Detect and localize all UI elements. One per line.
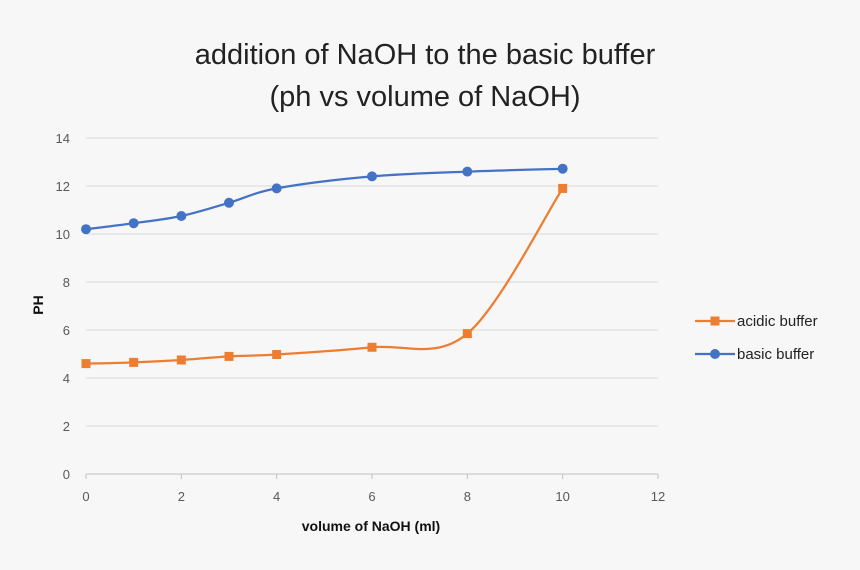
data-point xyxy=(557,163,568,174)
data-point xyxy=(272,349,282,359)
y-tick-label: 0 xyxy=(63,467,70,482)
data-point xyxy=(176,211,187,221)
x-tick-label: 12 xyxy=(651,489,665,504)
series-line-basic-buffer xyxy=(84,167,564,231)
chart-title-line-2: (ph vs volume of NaOH) xyxy=(269,81,580,113)
legend-item-basic-buffer: basic buffer xyxy=(695,346,814,363)
legend-label: acidic buffer xyxy=(737,313,818,330)
data-point xyxy=(81,224,91,235)
y-axis-title: PH xyxy=(30,295,46,314)
data-point xyxy=(224,197,234,208)
data-point xyxy=(558,183,568,193)
legend-label: basic buffer xyxy=(737,346,814,363)
series-line-acidic-buffer xyxy=(84,187,564,365)
legend-marker xyxy=(710,316,720,326)
data-point xyxy=(128,218,139,229)
series-basic-buffer xyxy=(81,163,568,235)
data-point xyxy=(462,166,473,177)
x-tick-label: 4 xyxy=(273,489,280,504)
chart-title-line-1: addition of NaOH to the basic buffer xyxy=(195,39,656,71)
x-tick-label: 0 xyxy=(82,489,89,504)
y-tick-label: 4 xyxy=(63,371,70,386)
y-tick-label: 12 xyxy=(56,179,70,194)
x-tick-label: 2 xyxy=(178,489,185,504)
y-tick-label: 8 xyxy=(63,275,70,290)
x-tick-label: 10 xyxy=(555,489,569,504)
y-tick-label: 14 xyxy=(56,131,70,146)
series-layer xyxy=(81,163,568,369)
data-point xyxy=(176,355,186,365)
data-point xyxy=(271,183,282,194)
data-point xyxy=(367,171,377,182)
legend-item-acidic-buffer: acidic buffer xyxy=(695,313,818,330)
data-point xyxy=(129,357,139,367)
gridlines xyxy=(85,137,659,479)
data-point xyxy=(224,351,234,361)
y-tick-label: 10 xyxy=(56,227,70,242)
x-tick-label: 8 xyxy=(464,489,471,504)
data-point xyxy=(462,329,472,339)
series-acidic-buffer xyxy=(81,183,568,369)
x-tick-label: 6 xyxy=(368,489,375,504)
legend: acidic buffer basic buffer xyxy=(695,313,818,363)
legend-marker xyxy=(710,349,720,359)
y-tick-label: 6 xyxy=(63,323,70,338)
tick-labels: 0 2 4 6 8 10 12 14 0 2 4 6 8 10 12 xyxy=(56,131,666,504)
y-tick-label: 2 xyxy=(63,419,70,434)
data-point xyxy=(367,342,377,352)
data-point xyxy=(81,359,91,369)
x-axis-title: volume of NaOH (ml) xyxy=(302,518,440,534)
